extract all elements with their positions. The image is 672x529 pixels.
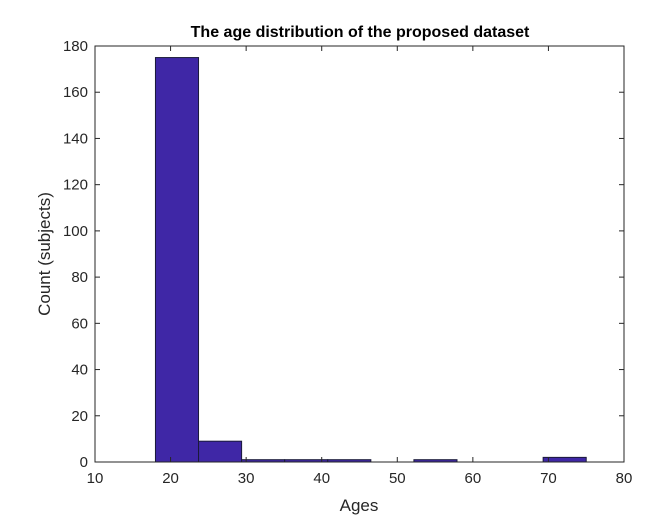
x-tick-label-10: 10 <box>87 470 104 487</box>
y-tick-label-20: 20 <box>71 408 88 425</box>
x-tick-label-40: 40 <box>313 470 330 487</box>
y-ticks-group: 0 20 40 60 80 100 120 140 160 180 <box>63 38 624 471</box>
chart-title: The age distribution of the proposed dat… <box>191 24 530 41</box>
y-tick-label-180: 180 <box>63 38 88 55</box>
y-tick-label-120: 120 <box>63 177 88 194</box>
x-tick-label-60: 60 <box>465 470 482 487</box>
y-tick-label-40: 40 <box>71 362 88 379</box>
histogram-bar-0 <box>154 57 200 463</box>
x-tick-label-50: 50 <box>389 470 406 487</box>
y-tick-label-160: 160 <box>63 84 88 101</box>
x-tick-label-70: 70 <box>540 470 557 487</box>
axes-group <box>94 45 625 463</box>
plot-frame <box>94 45 625 463</box>
y-tick-label-0: 0 <box>80 454 88 471</box>
y-tick-label-140: 140 <box>63 130 88 147</box>
y-tick-label-60: 60 <box>71 315 88 332</box>
x-axis-label: Ages <box>340 496 379 515</box>
y-tick-label-80: 80 <box>71 269 88 286</box>
y-axis-label: Count (subjects) <box>35 192 54 316</box>
histogram-bar-1 <box>198 440 243 463</box>
x-tick-label-20: 20 <box>162 470 179 487</box>
y-tick-label-100: 100 <box>63 223 88 240</box>
x-ticks-group: 10 20 30 40 50 60 70 80 <box>87 46 633 487</box>
histogram-bar-9 <box>542 456 587 463</box>
bars-group <box>154 57 587 463</box>
x-tick-label-80: 80 <box>616 470 633 487</box>
x-tick-label-30: 30 <box>238 470 255 487</box>
